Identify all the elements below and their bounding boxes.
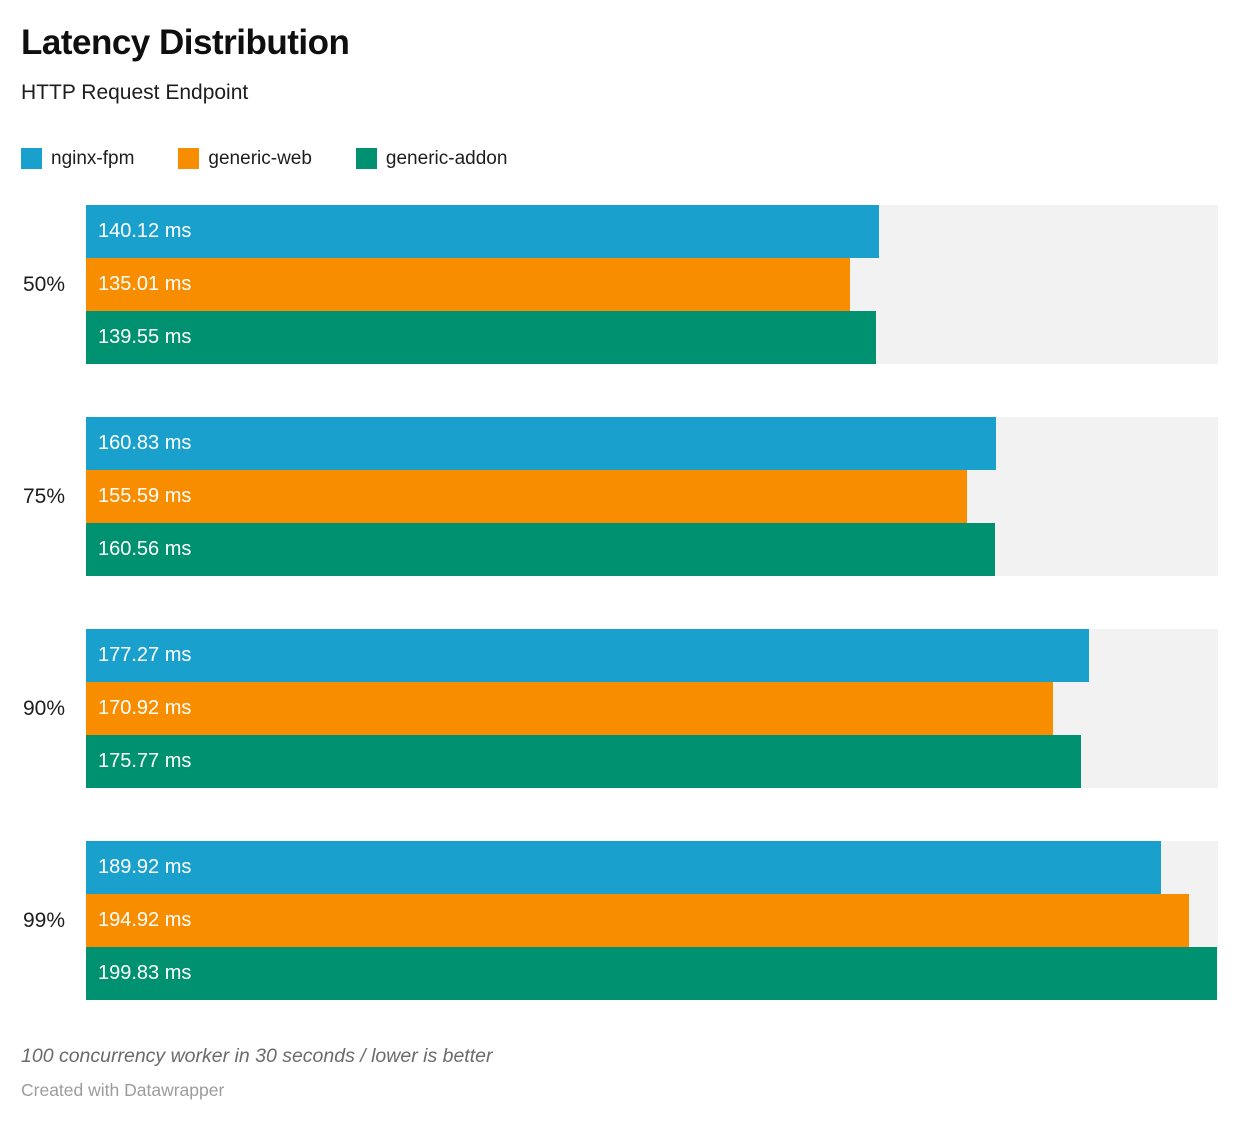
bar-track: 189.92 ms 194.92 ms 199.83 ms <box>86 841 1218 1000</box>
bar-value-label: 139.55 ms <box>98 326 192 348</box>
bar-generic-addon: 175.77 ms <box>86 735 1081 788</box>
bar-value-label: 160.56 ms <box>98 538 192 560</box>
legend-item-generic-addon: generic-addon <box>355 148 508 169</box>
legend: nginx-fpm generic-web generic-addon <box>21 148 1218 169</box>
bar-nginx-fpm: 177.27 ms <box>86 629 1090 682</box>
chart-header: Latency Distribution HTTP Request Endpoi… <box>0 0 1240 169</box>
bar-generic-web: 170.92 ms <box>86 682 1054 735</box>
bar-nginx-fpm: 189.92 ms <box>86 841 1161 894</box>
bar-group: 90% 177.27 ms 170.92 ms 175.77 ms <box>0 629 1240 788</box>
bar-value-label: 177.27 ms <box>98 644 192 666</box>
legend-item-generic-web: generic-web <box>178 148 312 169</box>
bar-value-label: 175.77 ms <box>98 750 192 772</box>
bar-generic-addon: 199.83 ms <box>86 947 1218 1000</box>
bar-value-label: 189.92 ms <box>98 856 192 878</box>
bar-group: 99% 189.92 ms 194.92 ms 199.83 ms <box>0 841 1240 1000</box>
legend-label: generic-addon <box>385 148 508 169</box>
chart-footer: 100 concurrency worker in 30 seconds / l… <box>0 1044 1240 1101</box>
legend-label: nginx-fpm <box>51 148 135 169</box>
bar-value-label: 160.83 ms <box>98 432 192 454</box>
bar-track: 140.12 ms 135.01 ms 139.55 ms <box>86 205 1218 364</box>
page-title: Latency Distribution <box>21 23 350 62</box>
bar-chart: 50% 140.12 ms 135.01 ms 139.55 ms 75% 160.83 … <box>0 205 1240 1000</box>
bar-value-label: 170.92 ms <box>98 697 192 719</box>
bar-value-label: 135.01 ms <box>98 273 192 295</box>
legend-label: generic-web <box>208 148 312 169</box>
footnote: 100 concurrency worker in 30 seconds / l… <box>21 1045 493 1067</box>
bar-value-label: 140.12 ms <box>98 220 192 242</box>
category-label: 75% <box>22 484 65 508</box>
bar-track: 160.83 ms 155.59 ms 160.56 ms <box>86 417 1218 576</box>
legend-swatch-icon <box>355 148 377 169</box>
attribution: Created with Datawrapper <box>21 1080 225 1100</box>
bar-nginx-fpm: 160.83 ms <box>86 417 997 470</box>
bar-generic-web: 155.59 ms <box>86 470 967 523</box>
bar-group: 50% 140.12 ms 135.01 ms 139.55 ms <box>0 205 1240 364</box>
bar-generic-addon: 160.56 ms <box>86 523 995 576</box>
bar-value-label: 194.92 ms <box>98 909 192 931</box>
category-label: 50% <box>22 272 65 296</box>
bar-group: 75% 160.83 ms 155.59 ms 160.56 ms <box>0 417 1240 576</box>
legend-swatch-icon <box>21 148 42 169</box>
legend-swatch-icon <box>178 148 200 169</box>
bar-generic-addon: 139.55 ms <box>86 311 876 364</box>
category-label: 99% <box>22 908 65 932</box>
bar-generic-web: 194.92 ms <box>86 894 1190 947</box>
bar-value-label: 155.59 ms <box>98 485 192 507</box>
bar-value-label: 199.83 ms <box>98 962 192 984</box>
bar-nginx-fpm: 140.12 ms <box>86 205 880 258</box>
category-label: 90% <box>22 696 65 720</box>
bar-generic-web: 135.01 ms <box>86 258 851 311</box>
bar-track: 177.27 ms 170.92 ms 175.77 ms <box>86 629 1218 788</box>
legend-item-nginx-fpm: nginx-fpm <box>21 148 134 169</box>
chart-subtitle: HTTP Request Endpoint <box>21 81 249 104</box>
